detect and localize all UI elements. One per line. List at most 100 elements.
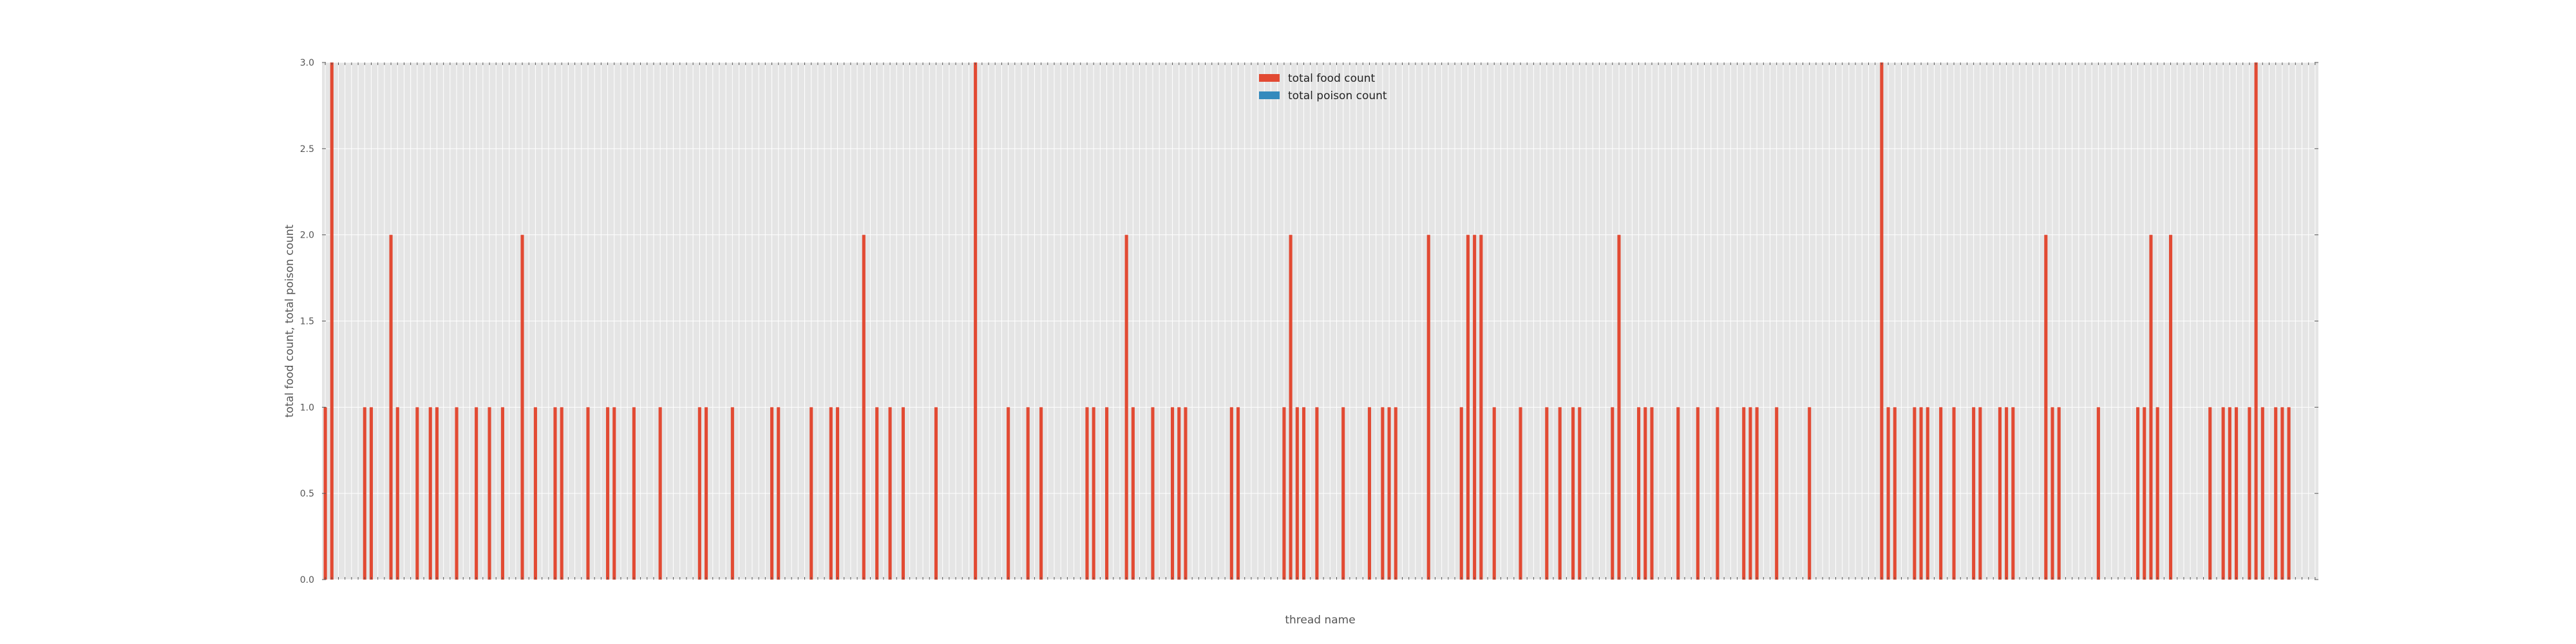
bar-food bbox=[1748, 407, 1752, 580]
bar-food bbox=[974, 62, 978, 580]
bar-food bbox=[1617, 234, 1621, 580]
bar-food bbox=[875, 407, 879, 580]
bar-food bbox=[2254, 62, 2258, 580]
bar-food bbox=[1742, 407, 1746, 580]
bar-food bbox=[1886, 407, 1890, 580]
bar-food bbox=[1939, 407, 1943, 580]
bar-food bbox=[363, 407, 366, 580]
bars bbox=[323, 62, 2291, 580]
bar-food bbox=[777, 407, 781, 580]
bar-food bbox=[1492, 407, 1496, 580]
bar-food bbox=[1295, 407, 1299, 580]
bar-food bbox=[1643, 407, 1647, 580]
bar-food bbox=[2248, 407, 2251, 580]
bar-food bbox=[2208, 407, 2212, 580]
bar-food bbox=[1394, 407, 1397, 580]
bar-food bbox=[488, 407, 491, 580]
bar-food bbox=[2287, 407, 2291, 580]
bar-food bbox=[1381, 407, 1385, 580]
bar-food bbox=[2044, 234, 2048, 580]
bar-food bbox=[1650, 407, 1654, 580]
bar-food bbox=[1105, 407, 1109, 580]
bar-food bbox=[810, 407, 813, 580]
bar-food bbox=[901, 407, 905, 580]
y-tick-label: 0.5 bbox=[300, 489, 314, 499]
bar-food bbox=[835, 407, 840, 580]
bar-food bbox=[1998, 407, 2002, 580]
bar-food bbox=[1473, 234, 1477, 580]
bar-food bbox=[2169, 234, 2173, 580]
bar-food bbox=[1558, 407, 1562, 580]
legend: total food count total poison count bbox=[1259, 72, 1387, 102]
bar-food bbox=[2280, 407, 2284, 580]
bar-food bbox=[1124, 234, 1128, 580]
bar-food bbox=[1775, 407, 1779, 580]
bar-food bbox=[829, 407, 833, 580]
bar-food bbox=[1229, 407, 1233, 580]
bar-food bbox=[2011, 407, 2015, 580]
bar-food bbox=[475, 407, 478, 580]
bar-food bbox=[553, 407, 557, 580]
y-tick-label: 0.0 bbox=[300, 575, 314, 585]
bar-food bbox=[1289, 234, 1293, 580]
bar-food bbox=[934, 407, 938, 580]
y-axis-ticks: 0.0 0.5 1.0 1.5 2.0 2.5 3.0 bbox=[300, 58, 2318, 585]
bar-food bbox=[1676, 407, 1680, 580]
bar-food bbox=[1893, 407, 1897, 580]
bar-food bbox=[1716, 407, 1719, 580]
bar-food bbox=[730, 407, 734, 580]
bar-food bbox=[2050, 407, 2054, 580]
bar-food bbox=[455, 407, 459, 580]
bar-food bbox=[2149, 234, 2153, 580]
bar-food bbox=[1026, 407, 1030, 580]
bar-food bbox=[369, 407, 374, 580]
bar-food bbox=[704, 407, 708, 580]
bar-food bbox=[697, 407, 701, 580]
bar-food bbox=[2228, 407, 2231, 580]
legend-label-poison: total poison count bbox=[1288, 90, 1387, 102]
bar-food bbox=[1092, 407, 1095, 580]
bar-food bbox=[500, 407, 504, 580]
bar-food bbox=[2005, 407, 2009, 580]
bar-food bbox=[1039, 407, 1043, 580]
x-axis-label: thread name bbox=[1285, 614, 1355, 627]
y-tick-label: 2.0 bbox=[300, 231, 314, 241]
bar-food bbox=[1913, 407, 1917, 580]
bar-food bbox=[1184, 407, 1188, 580]
y-tick-label: 3.0 bbox=[300, 58, 314, 68]
bar-food bbox=[1972, 407, 1976, 580]
bar-food bbox=[1459, 407, 1463, 580]
bar-food bbox=[1085, 407, 1089, 580]
bar-food bbox=[2260, 407, 2264, 580]
bar-food bbox=[1171, 407, 1175, 580]
bar-food bbox=[1926, 407, 1929, 580]
bar-food bbox=[862, 234, 866, 580]
bar-food bbox=[1236, 407, 1240, 580]
bar-food bbox=[2274, 407, 2278, 580]
bar-food bbox=[1637, 407, 1641, 580]
bar-food bbox=[389, 234, 393, 580]
legend-swatch-poison bbox=[1259, 91, 1280, 99]
bar-food bbox=[586, 407, 590, 580]
bar-food bbox=[2221, 407, 2225, 580]
bar-food bbox=[606, 407, 610, 580]
bar-food bbox=[2057, 407, 2061, 580]
y-tick-label: 2.5 bbox=[300, 144, 314, 155]
bar-food bbox=[1952, 407, 1956, 580]
bar-food bbox=[1315, 407, 1319, 580]
bar-food bbox=[1479, 234, 1483, 580]
bar-food bbox=[428, 407, 432, 580]
bar-food bbox=[2234, 407, 2239, 580]
bar-food bbox=[1696, 407, 1700, 580]
bar-food bbox=[1571, 407, 1575, 580]
bar-food bbox=[1466, 234, 1470, 580]
bar-food bbox=[1426, 234, 1430, 580]
bar-food bbox=[1978, 407, 1982, 580]
bar-food bbox=[632, 407, 636, 580]
y-axis-label: total food count, total poison count bbox=[283, 224, 296, 417]
bar-food bbox=[1519, 407, 1522, 580]
x-axis-ticks bbox=[325, 62, 2316, 580]
bar-food bbox=[1545, 407, 1549, 580]
